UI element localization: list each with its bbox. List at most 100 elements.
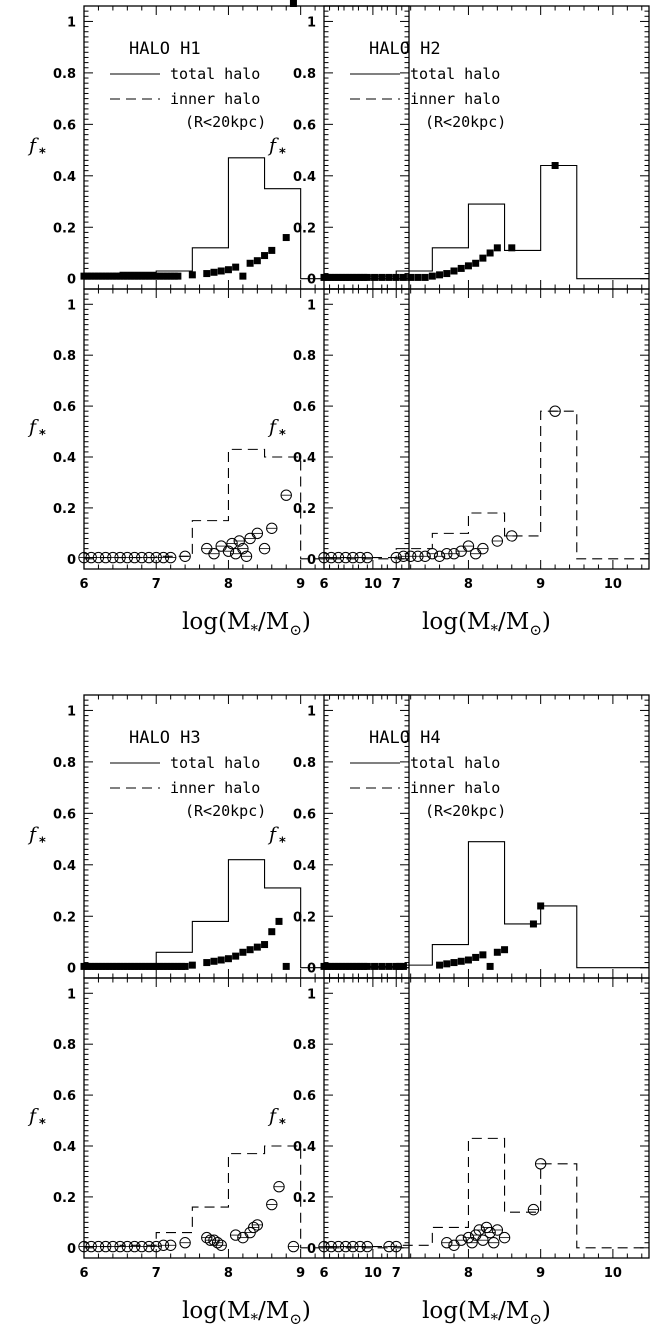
x-axis-label-part: /M bbox=[498, 1298, 529, 1324]
y-tick-label: 1 bbox=[307, 15, 316, 30]
panel-title: HALO H4 bbox=[369, 728, 441, 748]
x-axis-label-subscript: ⊙ bbox=[529, 621, 542, 639]
data-point-filled-square bbox=[246, 946, 254, 954]
legend-label-inner: inner halo bbox=[410, 779, 500, 797]
data-point-open-circle bbox=[280, 489, 292, 501]
y-tick-label: 0.2 bbox=[293, 910, 316, 925]
data-point-open-circle bbox=[237, 1231, 249, 1244]
data-point-filled-square bbox=[141, 272, 149, 280]
x-tick-label: 7 bbox=[152, 1266, 161, 1281]
x-axis-label-subscript: * bbox=[491, 1310, 499, 1328]
y-tick-label: 0.2 bbox=[53, 1191, 76, 1206]
y-tick-label: 1 bbox=[67, 704, 76, 719]
data-point-filled-square bbox=[131, 272, 139, 280]
y-tick-label: 0.4 bbox=[293, 451, 316, 466]
data-point-open-circle bbox=[506, 530, 518, 542]
data-point-filled-square bbox=[167, 962, 175, 970]
y-axis-label-subscript: * bbox=[39, 1117, 46, 1132]
y-axis-label-subscript: * bbox=[279, 1117, 286, 1132]
legend-label-inner: inner halo bbox=[170, 90, 260, 108]
data-point-filled-square bbox=[349, 273, 357, 281]
y-tick-label: 0.4 bbox=[53, 170, 76, 185]
data-point-filled-square bbox=[141, 962, 149, 970]
data-point-filled-square bbox=[261, 252, 269, 260]
x-axis-label-subscript: ⊙ bbox=[289, 1310, 302, 1328]
data-point-filled-square bbox=[210, 957, 218, 965]
x-axis-label: log(M*/M⊙) bbox=[182, 609, 311, 639]
legend-label-radius: (R<20kpc) bbox=[425, 802, 506, 820]
data-point-filled-square bbox=[87, 962, 95, 970]
data-point-open-circle bbox=[222, 545, 235, 557]
data-point-open-circle bbox=[477, 542, 489, 555]
y-tick-label: 0.8 bbox=[293, 67, 316, 82]
data-point-filled-square bbox=[551, 162, 559, 170]
data-point-filled-square bbox=[331, 273, 339, 281]
y-tick-label: 0.6 bbox=[293, 400, 316, 415]
data-point-open-circle bbox=[534, 1158, 547, 1170]
data-point-filled-square bbox=[450, 959, 458, 967]
panel-title: HALO H3 bbox=[129, 728, 201, 748]
data-point-filled-square bbox=[138, 962, 146, 970]
data-point-open-circle bbox=[361, 1240, 374, 1253]
data-point-filled-square bbox=[145, 962, 153, 970]
x-tick-label: 8 bbox=[224, 577, 233, 592]
legend-label-total: total halo bbox=[170, 754, 260, 772]
data-point-open-circle bbox=[469, 548, 482, 560]
y-axis-label: f bbox=[27, 824, 39, 846]
data-point-filled-square bbox=[156, 272, 164, 280]
data-point-filled-square bbox=[210, 268, 218, 276]
y-tick-label: 0.6 bbox=[293, 1089, 316, 1104]
legend-label-inner: inner halo bbox=[170, 779, 260, 797]
y-tick-label: 0 bbox=[67, 962, 76, 977]
y-tick-label: 0.4 bbox=[53, 451, 76, 466]
plot-frame bbox=[323, 288, 650, 570]
data-point-filled-square bbox=[159, 272, 167, 280]
data-point-filled-square bbox=[363, 962, 371, 970]
y-tick-label: 0 bbox=[307, 962, 316, 977]
x-axis-label-part: ) bbox=[302, 1298, 311, 1324]
data-point-filled-square bbox=[464, 956, 472, 964]
y-tick-label: 0.2 bbox=[293, 221, 316, 236]
x-tick-label: 9 bbox=[296, 1266, 305, 1281]
data-point-filled-square bbox=[407, 273, 415, 281]
y-tick-label: 1 bbox=[67, 15, 76, 30]
y-axis-label: f bbox=[267, 135, 279, 157]
data-point-filled-square bbox=[320, 273, 328, 281]
data-point-open-circle bbox=[491, 1224, 504, 1236]
data-point-filled-square bbox=[94, 272, 102, 280]
data-point-filled-square bbox=[224, 955, 232, 963]
data-point-open-circle bbox=[237, 542, 249, 555]
x-tick-label: 6 bbox=[319, 577, 328, 592]
data-point-filled-square bbox=[324, 962, 332, 970]
data-point-filled-square bbox=[163, 962, 171, 970]
data-point-filled-square bbox=[134, 272, 142, 280]
data-point-filled-square bbox=[342, 962, 350, 970]
data-point-filled-square bbox=[152, 962, 160, 970]
data-point-filled-square bbox=[188, 271, 196, 279]
data-point-filled-square bbox=[239, 272, 247, 280]
data-point-filled-square bbox=[356, 273, 364, 281]
data-point-open-circle bbox=[226, 537, 238, 550]
y-tick-label: 0.2 bbox=[293, 1191, 316, 1206]
x-axis-label-subscript: * bbox=[491, 621, 499, 639]
data-point-open-circle bbox=[426, 548, 439, 560]
data-point-open-circle bbox=[466, 1237, 478, 1249]
data-point-open-circle bbox=[462, 540, 475, 552]
data-point-filled-square bbox=[178, 962, 185, 970]
y-tick-label: 0.6 bbox=[53, 1089, 76, 1104]
data-point-open-circle bbox=[477, 1234, 489, 1246]
data-point-open-circle bbox=[390, 551, 402, 564]
data-point-open-circle bbox=[287, 1240, 300, 1253]
x-tick-label: 7 bbox=[152, 577, 161, 592]
data-point-filled-square bbox=[508, 244, 516, 252]
x-axis-label: log(M*/M⊙) bbox=[422, 1298, 551, 1328]
x-tick-label: 6 bbox=[79, 1266, 88, 1281]
data-point-filled-square bbox=[109, 962, 117, 970]
data-point-filled-square bbox=[80, 962, 88, 970]
data-point-open-circle bbox=[251, 527, 264, 540]
data-point-open-circle bbox=[208, 548, 220, 560]
x-axis-label-part: /M bbox=[258, 609, 289, 635]
data-point-filled-square bbox=[436, 961, 444, 969]
